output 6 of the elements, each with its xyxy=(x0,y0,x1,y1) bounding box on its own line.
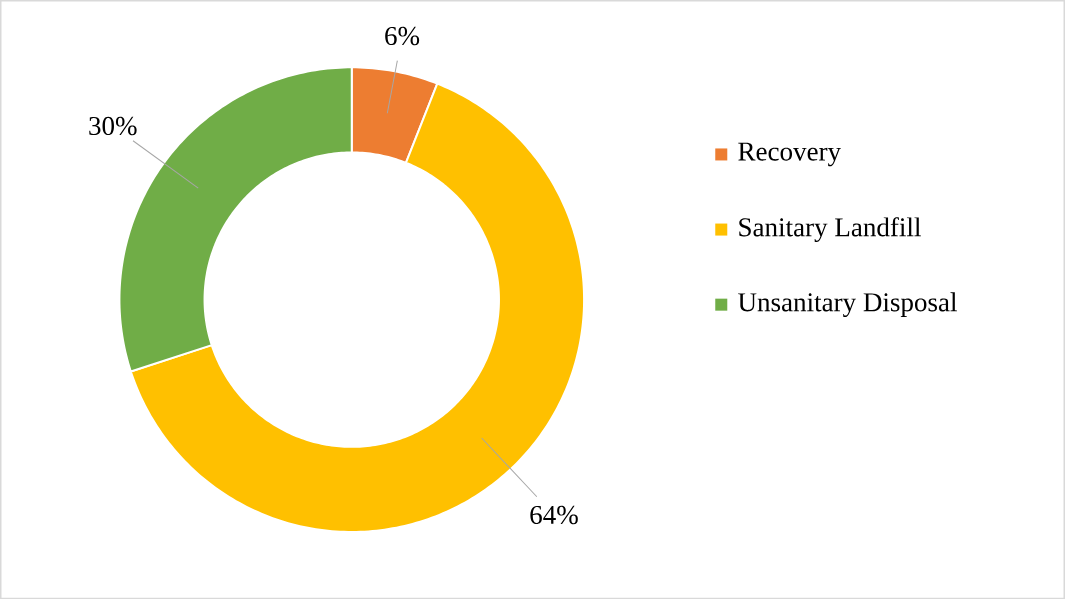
legend-label: Sanitary Landfill xyxy=(739,216,921,242)
legend-label: Unsanitary Disposal xyxy=(738,292,957,317)
data-label: 6% xyxy=(385,26,420,46)
data-label: 64% xyxy=(530,505,578,525)
legend-label: Recovery xyxy=(738,142,841,167)
data-label: 30% xyxy=(89,116,137,136)
